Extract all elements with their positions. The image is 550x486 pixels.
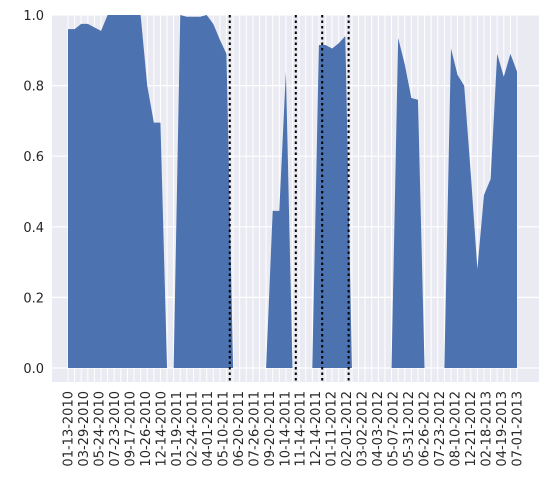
x-tick-label: 01-11-2012 xyxy=(325,391,340,467)
x-tick-label: 07-01-2013 xyxy=(511,391,526,467)
x-tick-label: 02-01-2012 xyxy=(340,391,355,467)
x-tick-label: 02-18-2013 xyxy=(480,391,495,467)
x-tick-label: 05-07-2012 xyxy=(387,391,402,467)
x-tick-label: 09-17-2010 xyxy=(123,391,138,467)
x-tick-label: 04-01-2011 xyxy=(201,391,216,467)
data-area xyxy=(68,15,517,368)
x-tick-label: 05-31-2012 xyxy=(402,391,417,467)
x-tick-label: 04-03-2012 xyxy=(371,391,386,467)
y-tick-label: 0.6 xyxy=(23,150,44,165)
x-axis-tick-labels: 01-13-2010 03-29-2010 05-24-2010 07-23-2010… xyxy=(62,391,526,467)
x-tick-label: 05-24-2010 xyxy=(93,391,108,467)
x-tick-label: 07-23-2012 xyxy=(433,391,448,467)
x-tick-label: 12-14-2011 xyxy=(309,391,324,467)
y-tick-label: 0.8 xyxy=(23,80,44,95)
reference-lines xyxy=(228,15,350,382)
x-tick-label: 01-13-2010 xyxy=(62,391,77,467)
y-tick-label: 0.2 xyxy=(23,291,44,306)
y-axis-tick-labels: 0.0 0.2 0.4 0.6 0.8 1.0 xyxy=(23,9,44,377)
y-tick-label: 1.0 xyxy=(23,9,44,24)
x-tick-label: 07-26-2011 xyxy=(247,391,262,467)
x-tick-label: 10-26-2010 xyxy=(139,391,154,467)
x-tick-label: 01-19-2011 xyxy=(170,391,185,467)
x-tick-label: 12-21-2012 xyxy=(464,391,479,467)
x-tick-label: 12-14-2010 xyxy=(154,391,169,467)
y-tick-label: 0.0 xyxy=(23,362,44,377)
x-tick-label: 02-24-2011 xyxy=(185,391,200,467)
x-tick-label: 08-10-2012 xyxy=(449,391,464,467)
x-tick-label: 11-14-2011 xyxy=(294,391,309,467)
x-tick-label: 06-20-2011 xyxy=(232,391,247,467)
x-tick-label: 03-29-2010 xyxy=(77,391,92,467)
x-tick-label: 07-23-2010 xyxy=(108,391,123,467)
x-tick-label: 06-26-2012 xyxy=(418,391,433,467)
x-tick-label: 04-19-2013 xyxy=(495,391,510,467)
x-tick-label: 09-20-2011 xyxy=(263,391,278,467)
y-tick-label: 0.4 xyxy=(23,221,44,236)
x-tick-label: 05-10-2011 xyxy=(216,391,231,467)
x-tick-label: 10-14-2011 xyxy=(278,391,293,467)
x-tick-label: 03-02-2012 xyxy=(356,391,371,467)
